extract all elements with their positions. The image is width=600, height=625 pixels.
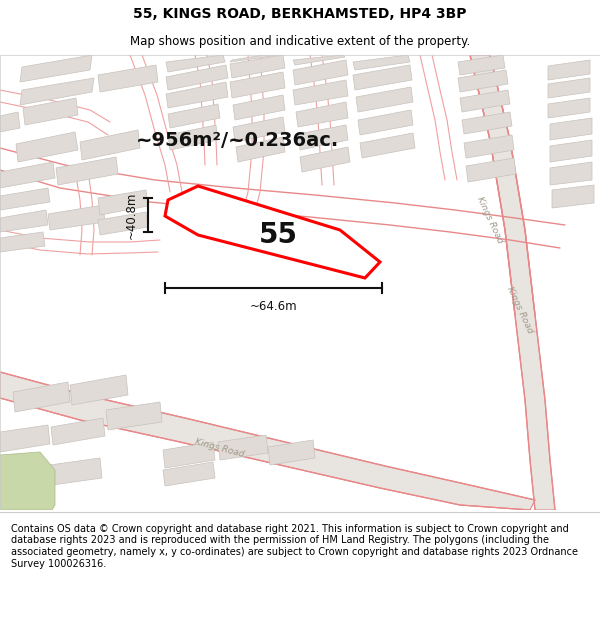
Polygon shape xyxy=(353,65,412,90)
Polygon shape xyxy=(0,425,50,452)
Polygon shape xyxy=(166,65,228,90)
Polygon shape xyxy=(163,462,215,486)
Polygon shape xyxy=(360,133,415,158)
Polygon shape xyxy=(80,130,140,160)
Polygon shape xyxy=(13,382,70,412)
Polygon shape xyxy=(168,125,218,150)
Polygon shape xyxy=(293,80,348,105)
Polygon shape xyxy=(98,190,148,215)
Polygon shape xyxy=(56,157,118,185)
Polygon shape xyxy=(98,65,158,92)
Text: ~956m²/~0.236ac.: ~956m²/~0.236ac. xyxy=(136,131,340,149)
Polygon shape xyxy=(233,95,285,120)
Polygon shape xyxy=(165,186,380,278)
Polygon shape xyxy=(298,125,348,150)
Text: Kings Road: Kings Road xyxy=(475,195,505,245)
Polygon shape xyxy=(0,232,45,252)
Polygon shape xyxy=(0,465,48,492)
Polygon shape xyxy=(458,55,505,75)
Polygon shape xyxy=(230,72,285,98)
Polygon shape xyxy=(356,87,413,112)
Polygon shape xyxy=(236,137,285,162)
Polygon shape xyxy=(293,60,348,85)
Polygon shape xyxy=(20,55,92,82)
Polygon shape xyxy=(550,162,592,185)
Polygon shape xyxy=(550,118,592,140)
Polygon shape xyxy=(50,458,102,485)
Polygon shape xyxy=(0,112,20,132)
Polygon shape xyxy=(0,452,55,510)
Polygon shape xyxy=(23,98,78,125)
Polygon shape xyxy=(548,60,590,80)
Polygon shape xyxy=(230,52,282,62)
Polygon shape xyxy=(548,78,590,98)
Text: 55, KINGS ROAD, BERKHAMSTED, HP4 3BP: 55, KINGS ROAD, BERKHAMSTED, HP4 3BP xyxy=(133,7,467,21)
Polygon shape xyxy=(470,55,555,510)
Polygon shape xyxy=(358,110,413,135)
Polygon shape xyxy=(460,90,510,112)
Polygon shape xyxy=(464,135,514,158)
Polygon shape xyxy=(20,78,94,105)
Polygon shape xyxy=(168,104,220,128)
Polygon shape xyxy=(353,55,410,70)
Polygon shape xyxy=(218,435,268,460)
Polygon shape xyxy=(268,440,315,465)
Text: ~64.6m: ~64.6m xyxy=(250,300,298,313)
Polygon shape xyxy=(296,102,348,127)
Polygon shape xyxy=(293,55,345,65)
Polygon shape xyxy=(48,205,105,230)
Polygon shape xyxy=(458,70,508,92)
Text: Contains OS data © Crown copyright and database right 2021. This information is : Contains OS data © Crown copyright and d… xyxy=(11,524,578,569)
Text: Map shows position and indicative extent of the property.: Map shows position and indicative extent… xyxy=(130,35,470,48)
Polygon shape xyxy=(230,55,285,78)
Polygon shape xyxy=(98,212,148,235)
Text: Kings Road: Kings Road xyxy=(505,285,535,335)
Polygon shape xyxy=(106,402,162,430)
Polygon shape xyxy=(462,112,512,134)
Polygon shape xyxy=(70,375,128,405)
Polygon shape xyxy=(466,158,516,182)
Polygon shape xyxy=(0,210,48,232)
Polygon shape xyxy=(550,140,592,162)
Polygon shape xyxy=(0,162,55,188)
Text: 55: 55 xyxy=(259,221,298,249)
Polygon shape xyxy=(16,132,78,162)
Polygon shape xyxy=(548,98,590,118)
Polygon shape xyxy=(0,372,535,510)
Polygon shape xyxy=(0,188,50,210)
Polygon shape xyxy=(166,55,225,72)
Polygon shape xyxy=(166,82,228,108)
Polygon shape xyxy=(51,418,105,445)
Polygon shape xyxy=(233,117,285,142)
Polygon shape xyxy=(163,442,215,468)
Text: ~40.8m: ~40.8m xyxy=(125,191,138,239)
Polygon shape xyxy=(300,147,350,172)
Text: Kings Road: Kings Road xyxy=(194,437,245,459)
Polygon shape xyxy=(552,185,594,208)
